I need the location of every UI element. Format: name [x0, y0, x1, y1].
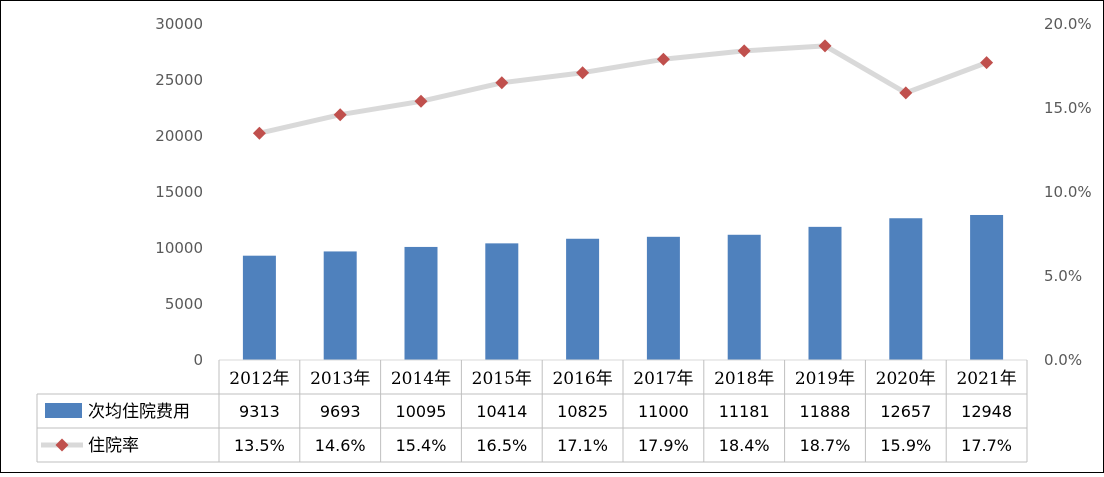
bar [485, 243, 519, 360]
right-tick-label: 20.0% [1044, 15, 1092, 33]
line-value-label: 17.9% [638, 436, 689, 455]
line-marker [414, 94, 428, 108]
legend-key-bar [45, 403, 82, 418]
left-axis: 30000 25000 20000 15000 10000 5000 0 [155, 15, 203, 369]
line-marker [576, 66, 590, 80]
category-label: 2014年 [391, 369, 451, 389]
right-tick-label: 15.0% [1044, 99, 1092, 117]
category-label: 2017年 [633, 369, 693, 389]
line-marker [495, 76, 509, 90]
line-marker [656, 52, 670, 66]
bar-value-label: 12948 [961, 402, 1012, 421]
line-path [258, 43, 988, 136]
line-value-label: 17.1% [557, 436, 608, 455]
bar-value-label: 9693 [320, 402, 361, 421]
bar-series [242, 214, 1004, 360]
line-value-label: 14.6% [315, 436, 366, 455]
line-value-label: 15.4% [396, 436, 447, 455]
line-marker [252, 126, 266, 140]
bar-value-label: 11000 [638, 402, 689, 421]
category-label: 2020年 [876, 369, 936, 389]
bar-value-label: 10825 [557, 402, 608, 421]
left-tick-label: 30000 [155, 15, 203, 33]
line-marker [737, 44, 751, 58]
bar-value-label: 11181 [719, 402, 770, 421]
line-marker [980, 56, 994, 70]
bar-value-label: 12657 [880, 402, 931, 421]
category-label: 2013年 [310, 369, 370, 389]
data-table-grid [36, 359, 1028, 463]
left-tick-label: 25000 [155, 71, 203, 89]
category-label: 2019年 [795, 369, 855, 389]
line-value-label: 16.5% [476, 436, 527, 455]
bar [323, 251, 357, 360]
bar [242, 255, 276, 360]
bar-value-label: 10095 [396, 402, 447, 421]
line-marker [818, 39, 832, 53]
category-label: 2012年 [229, 369, 289, 389]
bar [404, 246, 438, 360]
left-tick-label: 10000 [155, 239, 203, 257]
right-tick-label: 10.0% [1044, 183, 1092, 201]
bar-value-label: 9313 [239, 402, 280, 421]
category-label: 2016年 [552, 369, 612, 389]
data-table: 2012年 9313 13.5% 2013年 9693 14.6% 2014年 10095 15… [229, 369, 1016, 455]
left-tick-label: 5000 [165, 295, 203, 313]
left-tick-label: 0 [193, 351, 203, 369]
legend-key-marker [55, 438, 69, 452]
category-label: 2018年 [714, 369, 774, 389]
category-label: 2015年 [472, 369, 532, 389]
bar [970, 214, 1004, 360]
line-value-label: 13.5% [234, 436, 285, 455]
bar [889, 218, 923, 360]
line-value-label: 15.9% [880, 436, 931, 455]
legend-label-bar: 次均住院费用 [88, 402, 190, 422]
category-label: 2021年 [956, 369, 1016, 389]
bar-value-label: 11888 [800, 402, 851, 421]
bar [727, 234, 761, 360]
right-tick-label: 0.0% [1044, 351, 1082, 369]
line-value-label: 17.7% [961, 436, 1012, 455]
line-value-label: 18.4% [719, 436, 770, 455]
line-marker [899, 86, 913, 100]
bar [808, 226, 842, 360]
bar [646, 236, 680, 360]
right-axis: 20.0% 15.0% 10.0% 5.0% 0.0% [1044, 15, 1092, 369]
bar-value-label: 10414 [476, 402, 527, 421]
legend-label-line: 住院率 [88, 436, 139, 456]
left-tick-label: 20000 [155, 127, 203, 145]
line-series [252, 39, 994, 140]
right-tick-label: 5.0% [1044, 267, 1082, 285]
left-tick-label: 15000 [155, 183, 203, 201]
line-value-label: 18.7% [800, 436, 851, 455]
line-marker [333, 108, 347, 122]
bar [566, 238, 600, 360]
